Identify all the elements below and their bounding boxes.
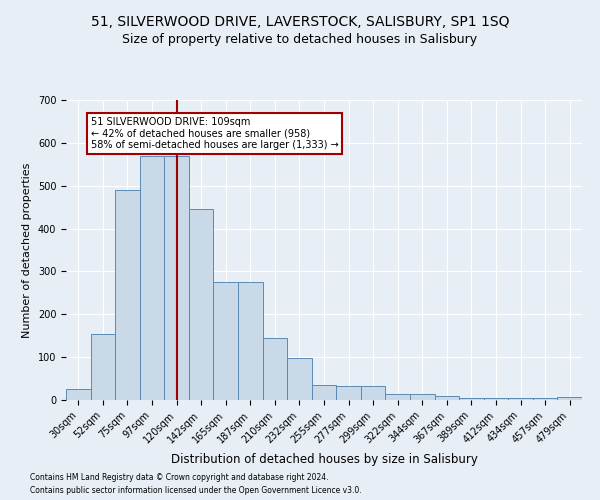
Bar (189, 210, 214, 400)
Bar (214, 282, 238, 400)
Bar (66, 390, 91, 400)
Bar (533, 398, 557, 400)
Text: Contains public sector information licensed under the Open Government Licence v3: Contains public sector information licen… (30, 486, 362, 495)
Bar (361, 386, 385, 400)
Bar (385, 394, 410, 400)
Bar (434, 396, 459, 400)
Text: Size of property relative to detached houses in Salisbury: Size of property relative to detached ho… (122, 32, 478, 46)
Bar (263, 338, 287, 400)
Bar (287, 358, 312, 400)
Bar (164, 156, 189, 400)
Y-axis label: Number of detached properties: Number of detached properties (22, 162, 32, 338)
Text: Contains HM Land Registry data © Crown copyright and database right 2024.: Contains HM Land Registry data © Crown c… (30, 474, 329, 482)
Bar (410, 394, 434, 400)
Bar (115, 190, 140, 400)
Bar (336, 386, 361, 400)
Bar (484, 398, 508, 400)
Bar (312, 385, 336, 400)
Bar (459, 398, 484, 400)
Bar (557, 396, 582, 400)
Text: 51 SILVERWOOD DRIVE: 109sqm
← 42% of detached houses are smaller (958)
58% of se: 51 SILVERWOOD DRIVE: 109sqm ← 42% of det… (91, 117, 338, 150)
Bar (238, 282, 263, 400)
X-axis label: Distribution of detached houses by size in Salisbury: Distribution of detached houses by size … (170, 453, 478, 466)
Text: 51, SILVERWOOD DRIVE, LAVERSTOCK, SALISBURY, SP1 1SQ: 51, SILVERWOOD DRIVE, LAVERSTOCK, SALISB… (91, 15, 509, 29)
Bar (508, 398, 533, 400)
Bar (140, 156, 164, 400)
Bar (91, 334, 115, 400)
